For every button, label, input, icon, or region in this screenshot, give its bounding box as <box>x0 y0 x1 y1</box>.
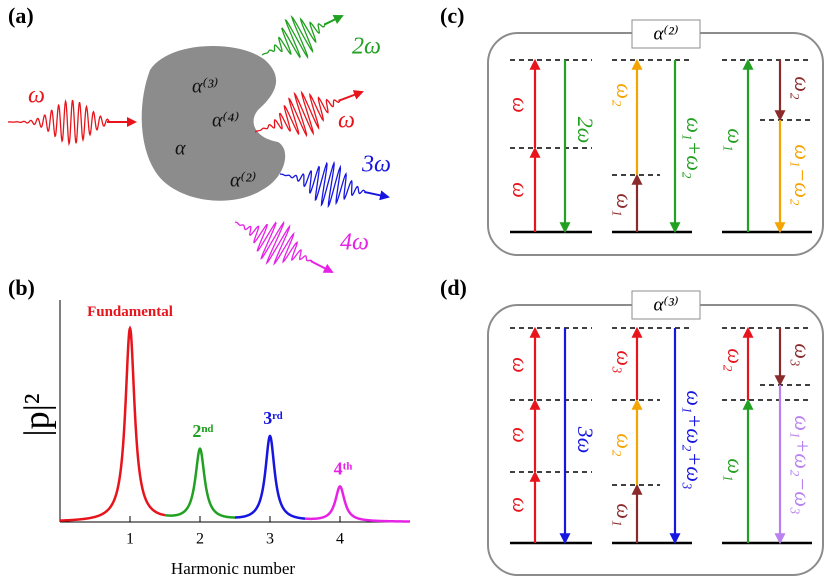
transition-label: ω <box>508 497 533 513</box>
order-box <box>631 19 701 49</box>
transition-label: ω₂ <box>723 348 748 372</box>
wave-packet <box>254 90 364 138</box>
susceptibility: α <box>175 138 186 160</box>
transition-label: ω₁ <box>723 458 748 481</box>
wave-packet <box>234 220 334 273</box>
input-label: ω <box>28 83 45 109</box>
x-tick-label: 2 <box>196 531 204 548</box>
transition-label: ω₂ <box>612 83 637 107</box>
transition-label: ω₃ <box>790 343 815 366</box>
transition-label: ω₁−ω₂ <box>790 144 815 206</box>
transition-label: ω₃ <box>612 350 637 373</box>
output-label: 2ω <box>352 34 381 60</box>
order-label: α⁽²⁾ <box>653 23 678 44</box>
wave-packet <box>279 160 390 209</box>
x-tick-label: 3 <box>266 531 274 548</box>
transition-label: ω₁ <box>612 193 637 216</box>
transition-label: ω₁ <box>723 128 748 151</box>
y-axis-label: |p|² <box>16 393 56 436</box>
output-label: 4ω <box>340 230 369 256</box>
x-axis-label: Harmonic number <box>171 559 295 578</box>
transition-label: ω <box>508 357 533 373</box>
peak-label: 3ʳᵈ <box>263 408 283 428</box>
transition-label: ω <box>508 97 533 113</box>
peak-label: 2ⁿᵈ <box>192 421 213 441</box>
transition-label: ω₁+ω₂+ω₃ <box>682 390 707 489</box>
x-tick-label: 1 <box>126 531 134 548</box>
order-box <box>631 290 701 320</box>
wave-packet <box>7 99 137 147</box>
transition-label: ω₂ <box>790 76 815 100</box>
output-label: ω <box>338 108 355 134</box>
wave-packet <box>261 15 344 60</box>
susceptibility: α⁽²⁾ <box>230 170 256 192</box>
susceptibility: α⁽⁴⁾ <box>212 110 239 132</box>
peak-label: Fundamental <box>87 304 173 320</box>
transition-label: 2ω <box>573 117 598 144</box>
wave-arrow <box>323 15 344 26</box>
peak-curve <box>164 447 235 519</box>
transition-label: ω₁ <box>612 503 637 526</box>
transition-label: ω₁+ω₂ <box>682 117 707 179</box>
peak-curve <box>235 434 306 520</box>
transition-label: ω₂ <box>612 433 637 457</box>
wave-arrow <box>364 190 390 201</box>
peak-label: 4ᵗʰ <box>334 459 353 479</box>
wave <box>254 90 341 138</box>
wave <box>261 15 326 60</box>
transition-label: ω₁+ω₂−ω₃ <box>790 415 815 514</box>
wave <box>7 99 111 147</box>
frame <box>487 32 824 256</box>
panel-label: (a) <box>8 3 34 28</box>
panel-label: (b) <box>8 275 35 300</box>
transition-label: ω <box>508 182 533 198</box>
panel-label: (d) <box>440 275 467 300</box>
transition-label: ω <box>508 427 533 443</box>
wave-arrow <box>310 260 334 273</box>
order-label: α⁽³⁾ <box>653 294 678 315</box>
wave <box>279 160 367 209</box>
wave <box>234 220 313 266</box>
medium <box>141 46 286 201</box>
output-label: 3ω <box>361 152 391 178</box>
susceptibility: α⁽³⁾ <box>192 76 218 98</box>
peak-curve <box>304 485 411 523</box>
peak-curve <box>59 325 166 522</box>
x-tick-label: 4 <box>336 531 344 548</box>
transition-label: 3ω <box>573 426 598 454</box>
wave-arrow <box>338 90 364 102</box>
panel-label: (c) <box>440 3 464 28</box>
frame <box>487 304 824 576</box>
